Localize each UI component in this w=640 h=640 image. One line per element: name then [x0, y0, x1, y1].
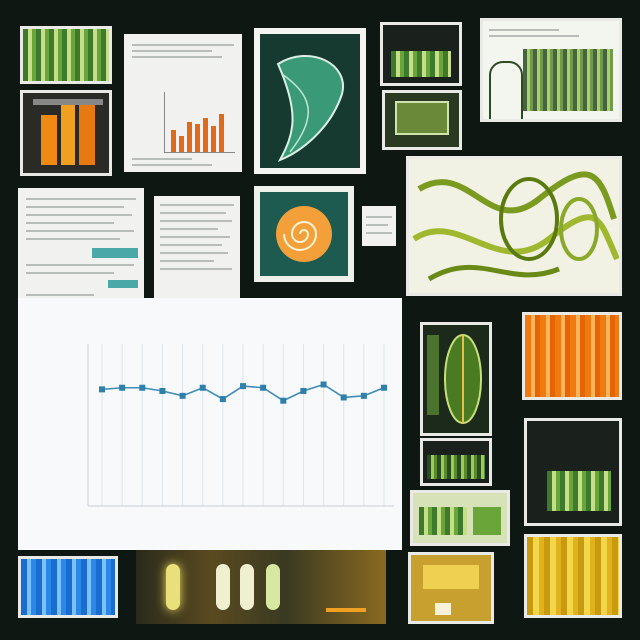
data-point [280, 397, 287, 404]
data-point [381, 384, 387, 391]
dark-grass-thumb[interactable] [524, 418, 622, 526]
vine-icon [412, 171, 619, 282]
data-point [260, 384, 267, 391]
data-point [159, 387, 166, 394]
data-point [340, 394, 347, 401]
orange-bar-chart-thumb[interactable] [20, 90, 112, 176]
text-document-mid[interactable] [154, 196, 240, 306]
data-point [219, 396, 226, 403]
data-point [320, 381, 327, 388]
data-point [300, 387, 307, 394]
leaf-icon [276, 54, 345, 162]
blue-stripes-thumb[interactable] [18, 556, 118, 618]
leaf-board-icon [427, 334, 482, 424]
leaf-board-thumb[interactable] [420, 322, 492, 436]
main-line-chart[interactable] [18, 298, 402, 550]
data-point [139, 384, 146, 391]
dark-green-bars-thumb[interactable] [380, 22, 462, 86]
framed-green-photo[interactable] [382, 90, 462, 150]
glowing-tubes-strip[interactable] [136, 550, 386, 624]
green-crate-thumb[interactable] [410, 490, 510, 546]
green-bars-thumb[interactable] [20, 26, 112, 84]
data-point [240, 383, 246, 390]
green-grass-thumb[interactable] [420, 438, 492, 486]
line-chart-plot [87, 344, 394, 507]
data-point [119, 384, 126, 391]
spiral-icon [276, 206, 332, 262]
sketch-plant-panel[interactable] [480, 18, 622, 122]
data-point [179, 392, 186, 399]
orange-spiral-card[interactable] [254, 186, 354, 282]
data-point [199, 384, 206, 391]
leaf-card[interactable] [254, 28, 366, 174]
data-point [99, 386, 105, 393]
data-point [360, 392, 367, 399]
small-paper-card[interactable] [362, 206, 396, 246]
orange-drip-thumb[interactable] [522, 312, 622, 400]
yellow-drip-thumb[interactable] [524, 534, 622, 618]
text-document-left[interactable] [18, 188, 144, 306]
document-with-bar-chart[interactable] [124, 34, 242, 172]
yellow-card-thumb[interactable] [408, 552, 494, 624]
green-vine-panel[interactable] [406, 156, 622, 296]
